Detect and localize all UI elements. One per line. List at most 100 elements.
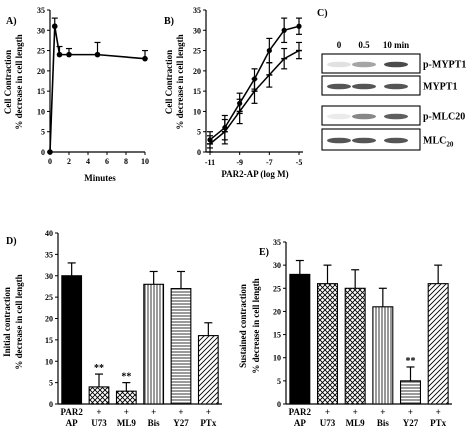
y-tick-label-a: 35 xyxy=(37,6,45,15)
y-axis-label-d: % decrease in cell length xyxy=(14,274,24,369)
bar-d xyxy=(88,386,110,405)
bar-e xyxy=(316,283,339,405)
series-line-a xyxy=(49,26,146,153)
panel-label-a: A) xyxy=(6,16,17,27)
category-label-e: U73 xyxy=(320,418,336,428)
data-point-a xyxy=(56,51,63,58)
category-label-d: ML9 xyxy=(117,418,136,428)
y-tick-label-e: 30 xyxy=(273,261,281,270)
bar-d xyxy=(61,275,83,405)
category-label-d: PAR2 xyxy=(60,407,83,417)
plus-sign-e: + xyxy=(436,407,441,417)
x-tick-label-b: -9 xyxy=(236,158,243,167)
blot-band xyxy=(352,83,376,90)
plus-sign-e: + xyxy=(325,407,330,417)
category-label-e: PTx xyxy=(430,418,447,428)
y-tick-label-e: 10 xyxy=(273,354,281,363)
bar-d xyxy=(143,283,165,405)
y-axis-label-b: % decrease in cell length xyxy=(175,34,185,129)
blot-band xyxy=(352,137,376,144)
blot-band xyxy=(327,61,351,68)
y-tick-label-d: 25 xyxy=(45,293,53,302)
plus-sign-e: + xyxy=(353,407,358,417)
y-axis-label-e: Sustained contraction xyxy=(238,284,248,368)
y-axis-label-e: % decrease in cell length xyxy=(251,278,261,373)
blot-band xyxy=(327,83,351,90)
y-tick-label-e: 0 xyxy=(277,400,281,409)
bar-e xyxy=(427,283,449,405)
category-label-d: U73 xyxy=(91,418,107,428)
plus-sign-e: + xyxy=(408,407,413,417)
y-tick-label-d: 10 xyxy=(45,357,53,366)
y-tick-label-e: 35 xyxy=(273,238,281,247)
blot-band xyxy=(352,113,376,120)
bar-e xyxy=(344,287,366,405)
y-tick-label-a: 30 xyxy=(37,26,45,35)
x-axis-label-a: Minutes xyxy=(84,173,116,183)
blot-time-label: 0 xyxy=(337,40,342,50)
blot-band xyxy=(384,83,408,90)
category-label-e: ML9 xyxy=(346,418,365,428)
category-label-e: AP xyxy=(294,418,306,428)
bar-e xyxy=(399,380,422,405)
blot-band xyxy=(327,113,351,120)
y-tick-label-d: 15 xyxy=(45,336,53,345)
y-tick-label-a: 25 xyxy=(37,47,45,56)
y-tick-label-b: 25 xyxy=(193,47,201,56)
y-axis-label-a: Cell Contraction xyxy=(3,50,13,114)
y-tick-label-b: 0 xyxy=(197,148,201,157)
bar-e xyxy=(372,306,394,405)
blot-band xyxy=(352,61,376,68)
panel-label-c: C) xyxy=(317,8,328,19)
blot-band-label: MYPT1 xyxy=(423,82,457,93)
significance-mark-d: ** xyxy=(94,363,104,374)
blot-band xyxy=(327,137,351,144)
plus-sign-d: + xyxy=(178,407,183,417)
significance-mark-e: ** xyxy=(406,356,416,367)
bar-e xyxy=(289,273,311,405)
y-axis-label-a: % decrease in cell length xyxy=(14,34,24,129)
y-tick-label-b: 10 xyxy=(193,107,201,116)
y-tick-label-e: 5 xyxy=(277,377,281,386)
x-tick-label-b: -5 xyxy=(296,158,303,167)
data-point-b1 xyxy=(281,27,287,33)
bar-d xyxy=(115,390,137,405)
category-label-d: AP xyxy=(66,418,78,428)
panel-label-b: B) xyxy=(164,16,174,27)
x-tick-label-a: 6 xyxy=(105,157,109,166)
x-tick-label-a: 2 xyxy=(67,157,71,166)
data-point-a xyxy=(47,149,53,155)
y-tick-label-e: 25 xyxy=(273,284,281,293)
category-label-d: PTx xyxy=(200,418,217,428)
x-tick-label-b: -11 xyxy=(205,158,215,167)
x-tick-label-b: -7 xyxy=(266,158,273,167)
x-tick-label-a: 10 xyxy=(141,157,149,166)
y-tick-label-d: 20 xyxy=(45,315,53,324)
category-label-d: Y27 xyxy=(173,418,189,428)
blot-band-label: p-MYPT1 xyxy=(423,60,466,71)
y-tick-label-a: 10 xyxy=(37,107,45,116)
plus-sign-d: + xyxy=(96,407,101,417)
data-point-b1 xyxy=(266,47,272,54)
bar-d xyxy=(197,335,219,405)
panel-label-d: D) xyxy=(6,236,17,247)
y-tick-label-a: 15 xyxy=(37,87,45,96)
y-tick-label-b: 20 xyxy=(193,67,201,76)
category-label-d: Bis xyxy=(148,418,161,428)
y-axis-label-d: Initial contraction xyxy=(2,287,12,357)
data-point-b1 xyxy=(296,23,302,29)
blot-band xyxy=(384,137,408,144)
y-tick-label-d: 0 xyxy=(49,400,53,409)
blot-time-label: 10 min xyxy=(383,40,409,50)
y-tick-label-a: 5 xyxy=(41,128,45,137)
x-tick-label-a: 4 xyxy=(86,157,90,166)
y-tick-label-b: 30 xyxy=(193,26,201,35)
y-tick-label-e: 20 xyxy=(273,307,281,316)
category-label-e: Bis xyxy=(377,418,390,428)
y-axis-label-b: Cell Contraction xyxy=(164,50,174,114)
blot-band-label: MLC20 xyxy=(423,136,454,149)
y-tick-label-b: 15 xyxy=(193,87,201,96)
category-label-e: Y27 xyxy=(403,418,419,428)
y-tick-label-b: 35 xyxy=(193,6,201,15)
data-point-a xyxy=(94,51,101,58)
